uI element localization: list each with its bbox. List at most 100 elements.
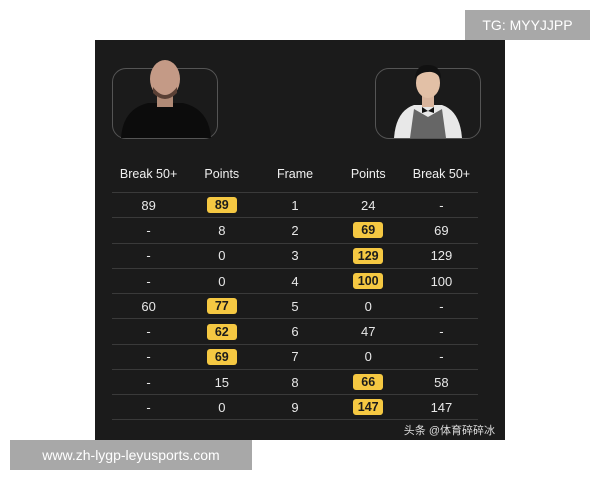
left-break-value: - [146,324,151,340]
frame-number-value: 3 [291,248,299,264]
right-break-cell: - [405,198,478,213]
right-points-cell: 0 [332,299,405,314]
left-points-value: 15 [214,374,230,390]
left-points-cell: 62 [185,323,258,340]
left-points-value: 0 [218,399,226,415]
left-points-cell: 77 [185,298,258,315]
frame-number-cell: 8 [258,375,331,390]
left-points-cell: 15 [185,375,258,390]
right-break-cell: 69 [405,223,478,238]
right-break-value: - [439,197,444,213]
right-break-value: 147 [430,399,453,415]
left-break-cell: - [112,248,185,263]
frame-number-cell: 1 [258,198,331,213]
right-break-value: - [439,324,444,340]
right-points-cell: 147 [332,399,405,416]
right-break-cell: 58 [405,375,478,390]
right-break-value: 100 [430,273,453,289]
right-break-cell: - [405,299,478,314]
header-left-break: Break 50+ [119,167,178,181]
winner-badge: 147 [353,399,384,416]
table-row: - 69 7 0 - [112,343,478,369]
winner-badge: 66 [353,374,384,391]
frame-number-cell: 9 [258,400,331,415]
frame-number-value: 7 [291,349,299,365]
right-points-value: 24 [360,197,376,213]
right-points-cell: 129 [332,247,405,264]
frame-number-value: 6 [291,324,299,340]
watermark-bottom: www.zh-lygp-leyusports.com [10,440,252,470]
left-break-value: - [146,349,151,365]
left-break-cell: - [112,400,185,415]
table-row: 89 89 1 24 - [112,192,478,217]
winner-badge: 69 [206,348,237,365]
left-break-value: - [146,222,151,238]
left-points-cell: 89 [185,197,258,214]
frame-number-cell: 7 [258,349,331,364]
frame-number-value: 4 [291,273,299,289]
left-break-value: 89 [141,197,156,213]
table-row: 60 77 5 0 - [112,293,478,318]
right-points-value: 47 [360,324,376,340]
left-points-value: 0 [218,273,226,289]
left-points-value: 0 [218,248,226,264]
frame-table: Break 50+ Points Frame Points Break 50+ … [112,157,478,420]
left-break-value: - [146,374,151,390]
left-break-cell: - [112,274,185,289]
header-right-points: Points [350,167,386,181]
left-break-value: 60 [141,298,156,314]
frame-number-cell: 5 [258,299,331,314]
player-right-photo [375,64,481,139]
left-points-cell: 69 [185,348,258,365]
frame-number-cell: 4 [258,274,331,289]
right-points-cell: 69 [332,222,405,239]
header-left-points: Points [204,167,240,181]
left-break-cell: - [112,223,185,238]
left-break-cell: - [112,349,185,364]
table-row: - 62 6 47 - [112,318,478,343]
frame-number-cell: 3 [258,248,331,263]
right-points-cell: 47 [332,324,405,339]
table-row: - 15 8 66 58 [112,369,478,394]
frame-number-value: 8 [291,374,299,390]
right-points-value: 0 [364,349,372,365]
right-points-cell: 0 [332,349,405,364]
frame-number-value: 2 [291,222,299,238]
table-row: - 0 9 147 147 [112,394,478,420]
right-break-cell: 147 [405,400,478,415]
table-row: - 0 3 129 129 [112,242,478,268]
right-points-cell: 24 [332,198,405,213]
frame-number-cell: 6 [258,324,331,339]
left-points-cell: 8 [185,223,258,238]
winner-badge: 129 [353,247,384,264]
watermark-top: TG: MYYJJPP [465,10,590,40]
left-break-value: - [146,399,151,415]
right-break-value: 58 [434,374,449,390]
right-break-cell: - [405,324,478,339]
winner-badge: 77 [206,298,237,315]
left-break-value: - [146,248,151,264]
table-header: Break 50+ Points Frame Points Break 50+ [112,157,478,192]
left-points-cell: 0 [185,274,258,289]
left-points-cell: 0 [185,248,258,263]
right-points-cell: 100 [332,273,405,290]
frame-number-value: 1 [291,197,299,213]
right-points-value: 0 [364,298,372,314]
player-left-photo [112,60,218,139]
source-credit: 头条 @体育碎碎冰 [403,425,495,437]
frame-number-value: 9 [291,399,299,415]
scoreboard-panel: Break 50+ Points Frame Points Break 50+ … [95,40,505,440]
winner-badge: 69 [353,222,384,239]
left-points-cell: 0 [185,400,258,415]
winner-badge: 62 [206,323,237,340]
right-break-value: 129 [430,248,453,264]
winner-badge: 100 [353,273,384,290]
winner-badge: 89 [206,197,237,214]
right-break-value: 69 [434,222,449,238]
left-break-value: - [146,273,151,289]
frame-number-value: 5 [291,298,299,314]
right-points-cell: 66 [332,374,405,391]
left-break-cell: - [112,324,185,339]
table-row: - 0 4 100 100 [112,267,478,293]
right-break-cell: 129 [405,248,478,263]
